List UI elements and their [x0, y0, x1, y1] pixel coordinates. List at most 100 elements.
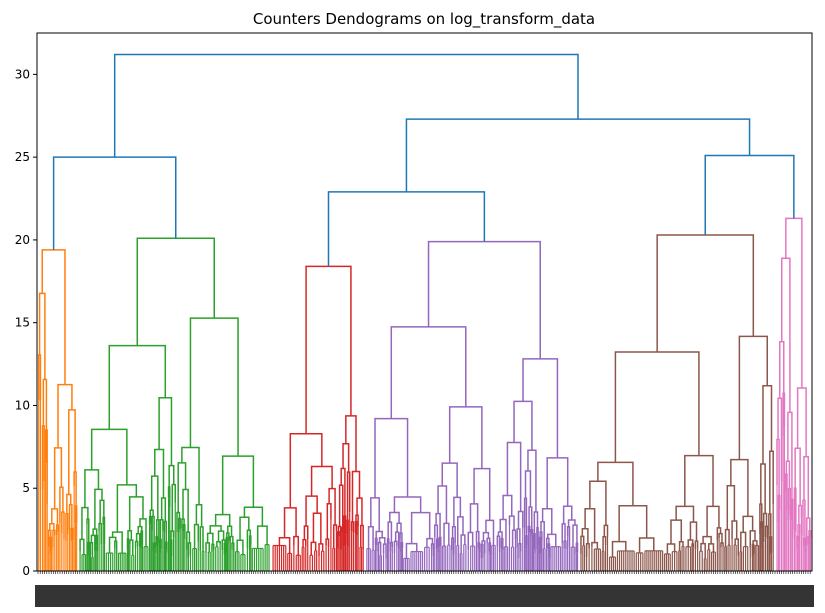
- dendrogram-link: [527, 449, 537, 513]
- dendrogram-link: [410, 511, 431, 544]
- root-link: [113, 53, 579, 158]
- dendrogram-link: [453, 496, 462, 527]
- dendrogram-link: [496, 535, 501, 552]
- dendrogram-link: [764, 525, 769, 540]
- dendrogram-link: [675, 505, 695, 523]
- dendrogram-link: [638, 537, 655, 553]
- y-tick-label: 10: [15, 398, 30, 412]
- dendrogram-link: [189, 317, 239, 457]
- dendrogram-link: [562, 505, 573, 524]
- dendrogram-link: [762, 512, 768, 543]
- dendrogram-link: [393, 540, 398, 554]
- dendrogram-link: [389, 541, 394, 552]
- dendrogram-link: [149, 509, 154, 517]
- dendrogram-link: [90, 534, 96, 551]
- dendrogram-link: [759, 503, 763, 535]
- dendrogram-link: [769, 450, 774, 514]
- dendrogram-link: [796, 535, 800, 550]
- dendrogram-link: [687, 539, 694, 547]
- dendrogram-link: [572, 524, 578, 548]
- dendrogram-link: [802, 499, 806, 539]
- dendrogram-link: [92, 528, 98, 536]
- dendrogram-link: [779, 341, 785, 399]
- dendrogram-link: [108, 344, 167, 430]
- dendrogram-link: [199, 526, 204, 552]
- dendrogram-link: [61, 511, 65, 540]
- dendrogram-link: [73, 471, 77, 507]
- y-tick-label: 0: [22, 564, 30, 578]
- dendrogram-link: [325, 538, 330, 548]
- dendrogram-link: [502, 494, 513, 520]
- dendrogram-link: [566, 525, 571, 548]
- dendrogram-link: [345, 415, 357, 472]
- dendrogram-link: [182, 488, 189, 533]
- dendrogram-link: [538, 536, 542, 555]
- dendrogram-link: [390, 326, 467, 419]
- dendrogram-link: [84, 469, 100, 508]
- dendrogram-link: [796, 387, 807, 457]
- dendrogram-link: [221, 455, 255, 515]
- dendrogram-link: [38, 292, 46, 380]
- dendrogram-link: [808, 529, 812, 539]
- dendrogram-link: [209, 525, 222, 534]
- dendrogram-link: [400, 542, 404, 553]
- dendrogram-link: [394, 531, 400, 549]
- y-tick-label: 20: [15, 233, 30, 247]
- dendrogram-link: [159, 538, 162, 553]
- dendrogram-link: [148, 515, 152, 526]
- dendrogram-link: [536, 527, 539, 550]
- dendrogram-link: [128, 496, 144, 531]
- dendrogram-link: [561, 523, 566, 544]
- dendrogram-link: [740, 531, 747, 552]
- y-tick-label: 5: [22, 481, 30, 495]
- dendrogram-link: [546, 457, 569, 509]
- dendrogram-link: [563, 540, 567, 550]
- dendrogram-link: [769, 536, 773, 556]
- dendrogram-link: [95, 534, 99, 552]
- dendrogram-link: [781, 257, 791, 413]
- dendrogram-link: [513, 400, 533, 451]
- dendrogram-links: [37, 53, 812, 571]
- dendrogram-link: [508, 515, 515, 531]
- dendrogram-link: [155, 536, 159, 554]
- dendrogram-link: [74, 505, 78, 524]
- dendrogram-link: [356, 497, 363, 526]
- x-tick-labels-dense: [35, 585, 814, 607]
- dendrogram-link: [289, 433, 323, 508]
- dendrogram-link: [151, 515, 155, 544]
- dendrogram-link: [522, 358, 559, 458]
- dendrogram-link: [518, 542, 522, 559]
- dendrogram-link: [156, 519, 160, 544]
- dendrogram-link: [480, 543, 484, 559]
- y-tick-label: 15: [15, 316, 30, 330]
- upper-link: [52, 156, 177, 250]
- dendrogram-link: [136, 237, 215, 346]
- dendrogram-link: [473, 467, 491, 521]
- chart-title: Counters Dendograms on log_transform_dat…: [253, 10, 595, 29]
- dendrogram-link: [171, 483, 176, 532]
- dendrogram-link: [47, 529, 52, 547]
- dendrogram-link: [678, 540, 684, 551]
- dendrogram-link: [354, 520, 358, 536]
- dendrogram-link: [57, 383, 73, 448]
- dendrogram-link: [225, 536, 229, 553]
- dendrogram-link: [332, 524, 338, 549]
- y-tick-label: 30: [15, 67, 30, 81]
- dendrogram-link: [437, 485, 448, 524]
- dendrogram-link: [55, 524, 60, 536]
- dendrogram-link: [342, 442, 350, 473]
- dendrogram-link: [108, 536, 117, 554]
- dendrogram-link: [186, 531, 191, 550]
- dendrogram-link: [341, 526, 345, 547]
- dendrogram-link: [81, 506, 89, 540]
- dendrogram-link: [589, 480, 607, 526]
- plot-frame: [36, 32, 813, 572]
- dendrogram-link: [706, 505, 720, 537]
- dendrogram-link: [523, 497, 528, 536]
- dendrogram-link: [181, 518, 185, 529]
- dendrogram-link: [53, 447, 63, 509]
- dendrogram-link: [656, 234, 755, 353]
- dendrogram-link: [68, 503, 73, 531]
- dendrogram-link: [797, 524, 801, 537]
